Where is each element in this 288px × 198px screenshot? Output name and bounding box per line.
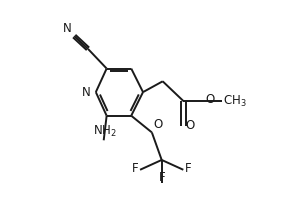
Text: F: F bbox=[185, 162, 192, 175]
Text: CH$_3$: CH$_3$ bbox=[223, 93, 247, 109]
Text: O: O bbox=[186, 119, 195, 132]
Text: N: N bbox=[63, 22, 72, 35]
Text: N: N bbox=[82, 86, 91, 99]
Text: NH$_2$: NH$_2$ bbox=[93, 124, 117, 139]
Text: F: F bbox=[132, 162, 138, 175]
Text: F: F bbox=[158, 170, 165, 184]
Text: O: O bbox=[206, 93, 215, 107]
Text: O: O bbox=[154, 118, 163, 131]
